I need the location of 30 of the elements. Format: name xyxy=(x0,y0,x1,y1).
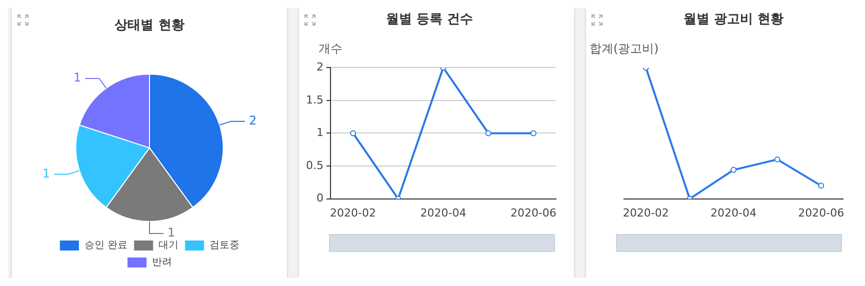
point xyxy=(485,130,492,136)
x-tick-label: 2020-06 xyxy=(798,206,844,220)
x-tick-label: 2020-04 xyxy=(420,206,466,220)
chart-title: 월별 광고비 현황 xyxy=(683,12,784,28)
point xyxy=(350,130,356,136)
y-tick-label: 0 xyxy=(316,192,324,205)
y-tick-label: 2 xyxy=(316,60,324,74)
y-tick-label: 0.5 xyxy=(306,158,324,172)
y-tick-label: 1 xyxy=(316,126,324,140)
legend-label: 대기 xyxy=(158,240,179,252)
legend-label: 승인 완료 xyxy=(84,240,128,252)
x-tick-label: 2020-06 xyxy=(510,206,556,220)
data-label: 1 xyxy=(42,166,50,180)
data-label: 2 xyxy=(249,113,257,128)
x-tick-label: 2020-04 xyxy=(710,206,756,220)
legend-label: 반려 xyxy=(152,257,172,268)
y-tick-label: 1.5 xyxy=(306,93,324,106)
data-label: 1 xyxy=(73,70,82,85)
point xyxy=(774,156,780,162)
chart-title: 상태별 현황 xyxy=(114,18,184,34)
point xyxy=(818,182,824,189)
point xyxy=(530,130,536,136)
point xyxy=(730,166,736,173)
data-label: 1 xyxy=(168,226,176,240)
x-tick-label: 2020-02 xyxy=(330,206,376,220)
y-axis-title: 개수 xyxy=(318,42,342,56)
legend-label: 검토중 xyxy=(210,240,240,252)
chart-title: 월별 등록 건수 xyxy=(386,12,474,28)
y-axis-title: 합계(광고비) xyxy=(589,42,659,56)
x-tick-label: 2020-02 xyxy=(622,206,669,220)
